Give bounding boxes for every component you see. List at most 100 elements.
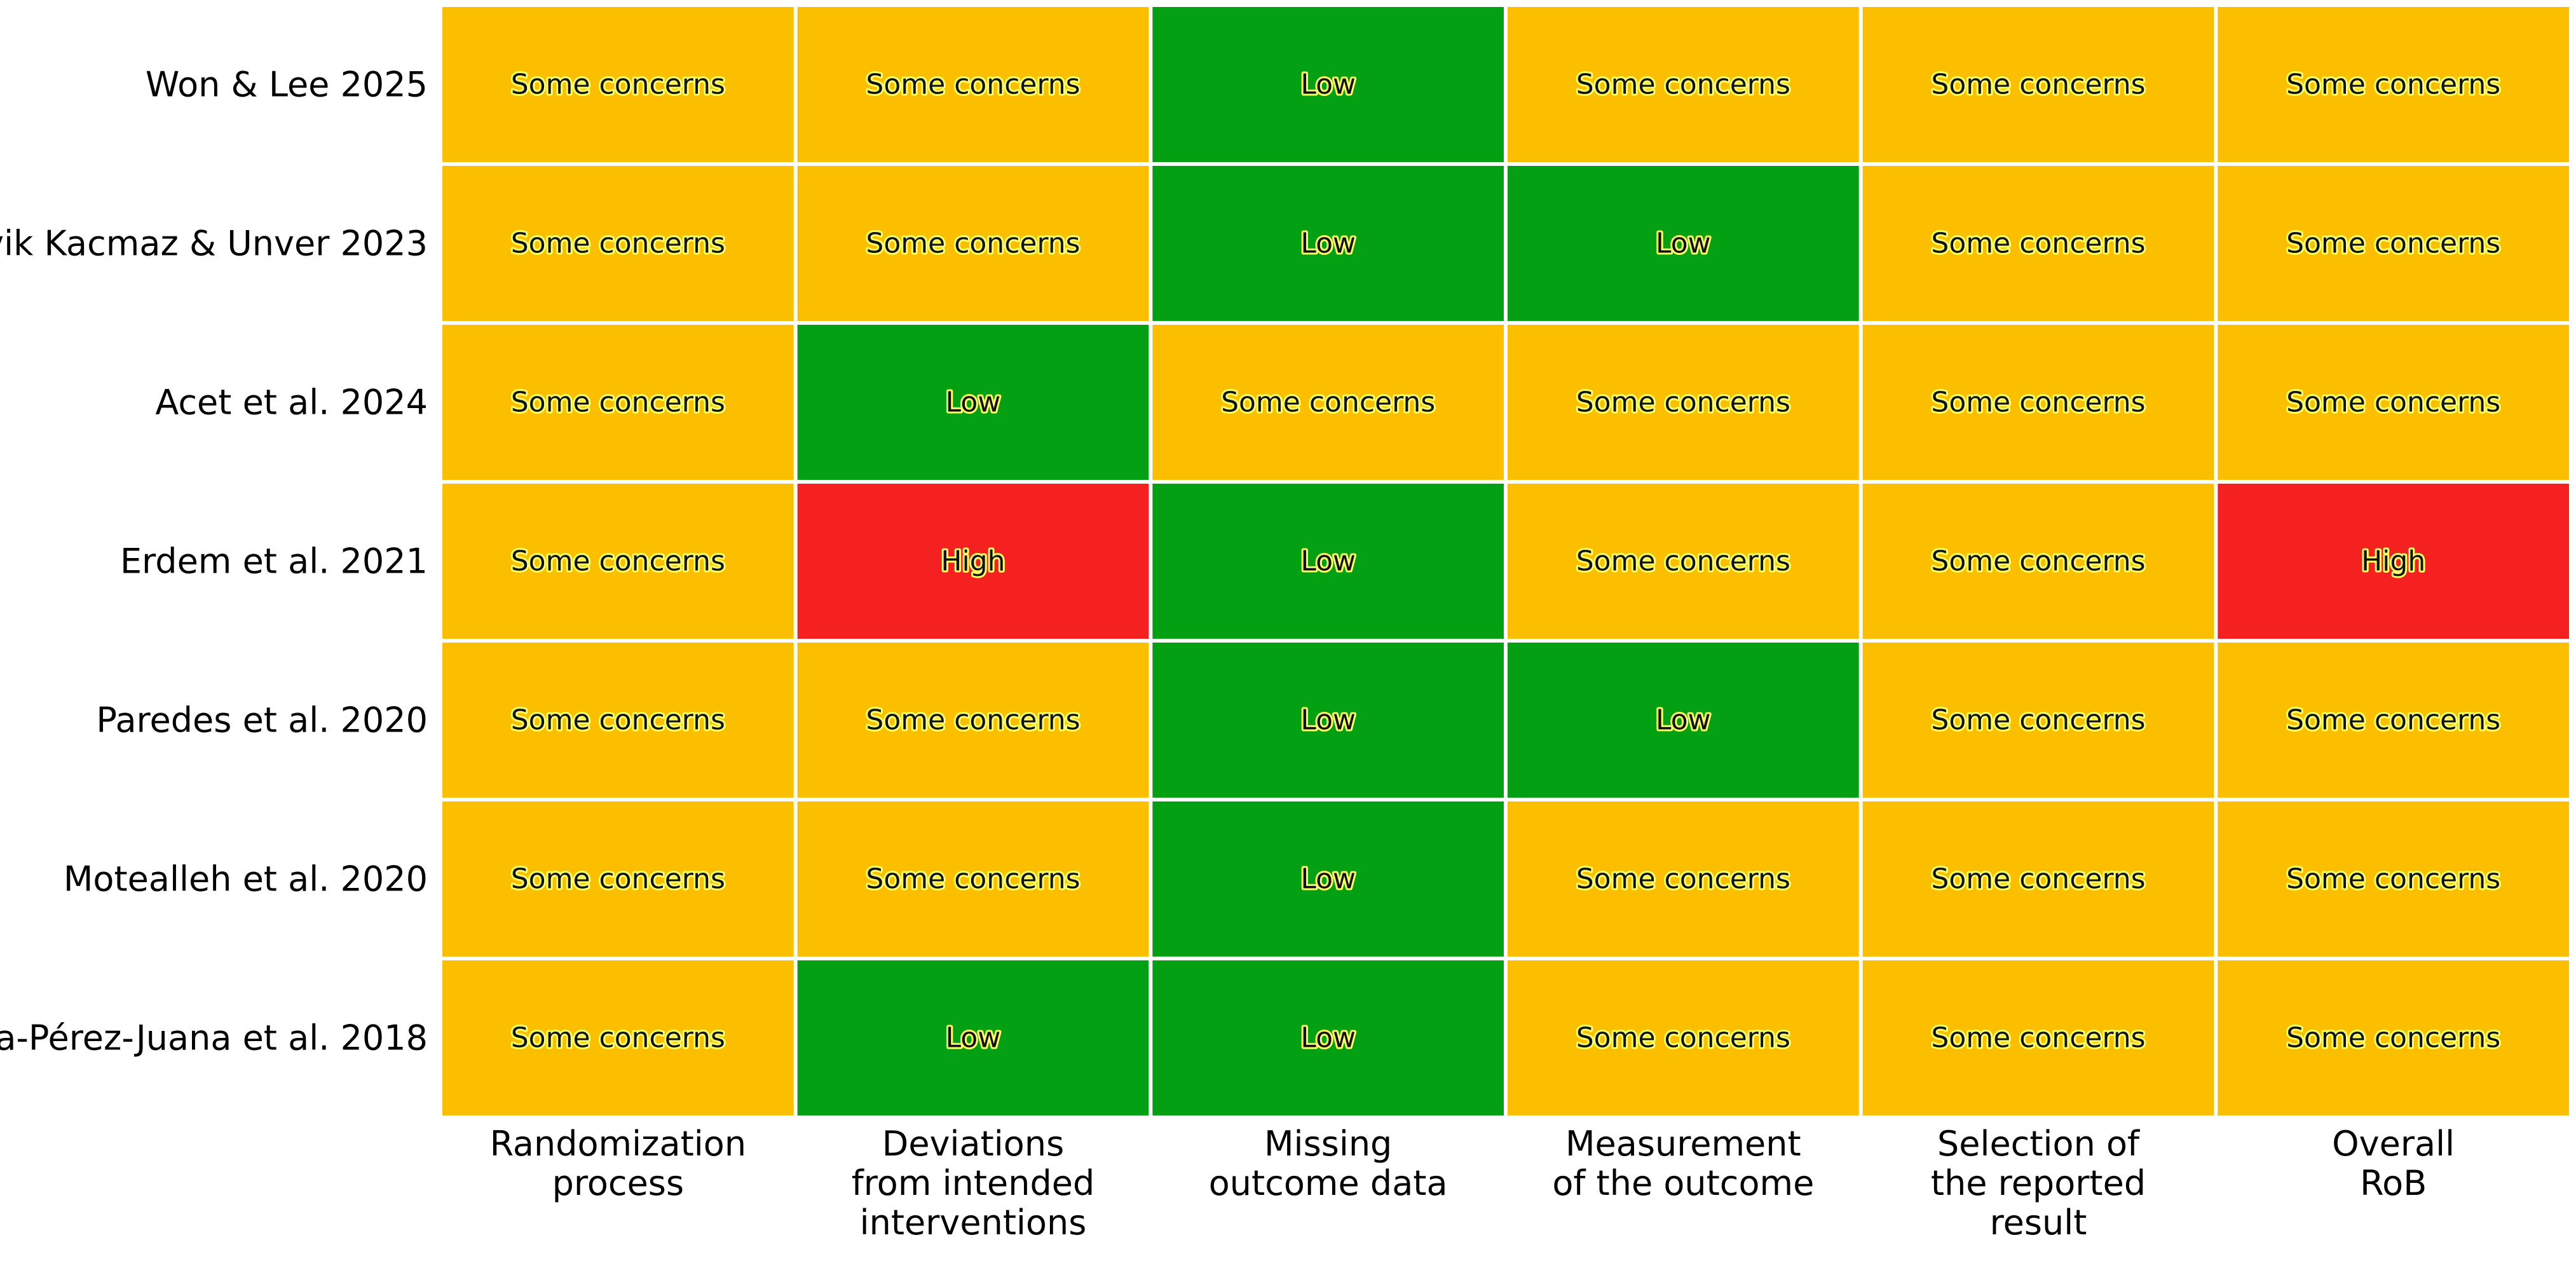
column-label-line: process xyxy=(552,1163,685,1203)
cell-label: Low xyxy=(1656,704,1711,737)
cell-some-concerns xyxy=(2218,643,2569,798)
row-label: Motealleh et al. 2020 xyxy=(64,859,428,899)
cell-label: Some concerns xyxy=(511,228,725,260)
cell-label: Some concerns xyxy=(1576,545,1790,578)
cell-label: Some concerns xyxy=(511,704,725,737)
cell-label: Some concerns xyxy=(2286,704,2500,737)
column-label-line: result xyxy=(1990,1203,2087,1243)
cell-some-concerns xyxy=(1862,801,2214,957)
column-label-line: RoB xyxy=(2360,1163,2427,1203)
column-label-line: Missing xyxy=(1264,1124,1392,1164)
cell-label: Low xyxy=(946,386,1001,419)
cell-high xyxy=(2218,484,2569,639)
cell-low xyxy=(1152,7,1504,162)
cell-label: Some concerns xyxy=(2286,863,2500,896)
cell-label: Low xyxy=(1300,863,1356,896)
cell-label: Some concerns xyxy=(1931,545,2145,578)
column-label: Randomization process xyxy=(490,1124,746,1203)
cell-label: Some concerns xyxy=(511,386,725,419)
cell-label: Some concerns xyxy=(866,228,1080,260)
cell-some-concerns xyxy=(442,7,794,162)
cell-label: Some concerns xyxy=(866,69,1080,101)
cell-label: High xyxy=(941,545,1005,578)
cell-low xyxy=(1508,643,1859,798)
cell-label: Some concerns xyxy=(1931,69,2145,101)
cell-label: Some concerns xyxy=(1221,386,1435,419)
cell-some-concerns xyxy=(797,7,1149,162)
cell-label: Some concerns xyxy=(1576,1022,1790,1054)
cell-label: Some concerns xyxy=(511,1022,725,1054)
cell-some-concerns xyxy=(2218,801,2569,957)
row-label: Erdem et al. 2021 xyxy=(120,542,428,582)
cell-labels-layer: Some concerns Some concerns Low Some concer… xyxy=(509,67,2502,1056)
cell-label: High xyxy=(2361,545,2425,578)
column-labels-layer: Randomization process Deviations from inten… xyxy=(490,1124,2455,1243)
cell-some-concerns xyxy=(442,643,794,798)
cell-label: Low xyxy=(946,1022,1001,1054)
cell-label: Some concerns xyxy=(866,704,1080,737)
cell-low xyxy=(1152,484,1504,639)
cell-some-concerns xyxy=(2218,325,2569,480)
column-label-line: outcome data xyxy=(1209,1163,1448,1203)
column-label-line: Deviations xyxy=(882,1124,1064,1164)
row-label: Paredes et al. 2020 xyxy=(96,700,428,740)
cell-some-concerns xyxy=(442,960,794,1115)
cell-some-concerns xyxy=(797,166,1149,321)
column-label-line: interventions xyxy=(860,1203,1087,1243)
column-label-line: from intended xyxy=(852,1163,1094,1203)
cell-label: Some concerns xyxy=(2286,1022,2500,1054)
cell-some-concerns xyxy=(797,643,1149,798)
cell-high xyxy=(797,484,1149,639)
column-label: Overall RoB xyxy=(2332,1124,2455,1203)
column-label: Selection of the reported result xyxy=(1931,1124,2146,1243)
column-label-line: Overall xyxy=(2332,1124,2455,1164)
cell-low xyxy=(797,325,1149,480)
cell-some-concerns xyxy=(1862,166,2214,321)
cell-label: Low xyxy=(1300,545,1356,578)
cell-some-concerns xyxy=(1508,484,1859,639)
cell-label: Some concerns xyxy=(1931,228,2145,260)
column-label-line: Measurement xyxy=(1565,1124,1801,1164)
cell-label: Low xyxy=(1300,704,1356,737)
cell-some-concerns xyxy=(442,484,794,639)
column-label: Measurement of the outcome xyxy=(1552,1124,1814,1203)
cell-low xyxy=(1152,643,1504,798)
column-label: Missing outcome data xyxy=(1209,1124,1448,1203)
cell-some-concerns xyxy=(1862,7,2214,162)
cell-label: Some concerns xyxy=(1931,863,2145,896)
cell-low xyxy=(797,960,1149,1115)
row-label: Won & Lee 2025 xyxy=(146,65,428,105)
cell-low xyxy=(1152,166,1504,321)
cell-label: Some concerns xyxy=(511,863,725,896)
cell-label: Some concerns xyxy=(1576,69,1790,101)
cell-low xyxy=(1152,801,1504,957)
cell-label: Some concerns xyxy=(866,863,1080,896)
cell-some-concerns xyxy=(2218,7,2569,162)
cell-label: Low xyxy=(1300,69,1356,101)
cell-some-concerns xyxy=(1508,801,1859,957)
cell-some-concerns xyxy=(1508,325,1859,480)
column-label-line: the reported xyxy=(1931,1163,2146,1203)
cell-label: Some concerns xyxy=(2286,386,2500,419)
column-label: Deviations from intended interventions xyxy=(852,1124,1094,1243)
cell-label: Some concerns xyxy=(1931,386,2145,419)
cell-some-concerns xyxy=(1862,325,2214,480)
row-label: García-Pérez-Juana et al. 2018 xyxy=(0,1018,428,1058)
cell-label: Some concerns xyxy=(511,545,725,578)
cell-label: Some concerns xyxy=(1576,386,1790,419)
cell-some-concerns xyxy=(1508,960,1859,1115)
column-label-line: Selection of xyxy=(1937,1124,2141,1164)
cell-some-concerns xyxy=(1152,325,1504,480)
cell-label: Some concerns xyxy=(2286,228,2500,260)
cell-low xyxy=(1508,166,1859,321)
cell-label: Low xyxy=(1300,1022,1356,1054)
cell-label: Some concerns xyxy=(2286,69,2500,101)
cell-some-concerns xyxy=(797,801,1149,957)
cell-some-concerns xyxy=(1508,7,1859,162)
cell-label: Low xyxy=(1300,228,1356,260)
cells-layer xyxy=(442,7,2569,1115)
cell-some-concerns xyxy=(442,166,794,321)
row-labels-layer: Won & Lee 2025 Sevik Kacmaz & Unver 2023 A… xyxy=(0,65,428,1058)
cell-some-concerns xyxy=(1862,643,2214,798)
